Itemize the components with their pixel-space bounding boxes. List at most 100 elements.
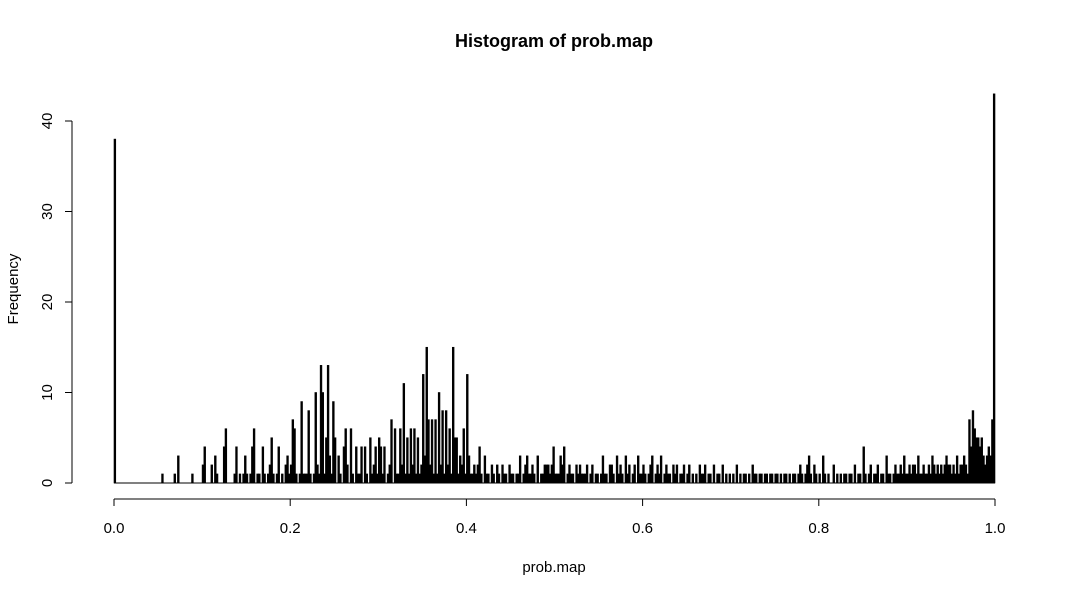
histogram-bar (113, 138, 117, 484)
histogram-bar (823, 473, 827, 484)
histogram-bar (261, 446, 265, 484)
histogram-bar (859, 473, 862, 484)
histogram-bar (177, 455, 180, 484)
y-axis: 0 10 20 30 40 (39, 113, 73, 487)
histogram-bar (633, 464, 636, 484)
histogram-bar (467, 455, 471, 484)
histogram-bar (328, 455, 332, 484)
histogram-bar (483, 455, 487, 484)
histogram-bar (346, 464, 349, 484)
histogram-bar (536, 455, 539, 484)
histogram-bar (244, 455, 247, 484)
histogram-bar (624, 455, 628, 484)
histogram-bar (355, 446, 358, 484)
histogram-bar (504, 473, 508, 484)
histogram-bar (788, 473, 791, 484)
histogram-bar (293, 428, 296, 484)
histogram-bar (832, 464, 835, 484)
histogram-bar (728, 473, 732, 484)
histogram-bar (270, 437, 273, 484)
histogram-bar (853, 464, 857, 484)
y-tick-label: 10 (39, 384, 56, 401)
histogram-bar (409, 428, 413, 484)
histogram-bar (818, 473, 821, 484)
histogram-bar (383, 446, 386, 484)
histogram-bar (785, 473, 788, 484)
histogram-bar (451, 346, 455, 484)
histogram-bar (300, 401, 303, 484)
histogram-bar (497, 473, 501, 484)
histogram-bar (903, 455, 906, 484)
histogram-bar (379, 446, 383, 484)
histogram-bar (688, 464, 691, 484)
histogram-bar (215, 473, 219, 484)
histogram-bar (374, 446, 377, 484)
histogram-bar (326, 365, 330, 484)
y-axis-label: Frequency (5, 253, 22, 324)
histogram-bar (876, 464, 880, 484)
x-tick-label: 0.6 (632, 520, 653, 537)
histogram-bar (480, 473, 483, 484)
histogram-bar (307, 410, 310, 484)
histogram-bar (739, 473, 742, 484)
x-tick-label: 0.2 (280, 520, 301, 537)
x-tick-label: 0.8 (808, 520, 829, 537)
histogram-bar (344, 428, 347, 484)
histogram-bar (224, 428, 228, 484)
histogram-bar (596, 473, 599, 484)
histogram-bar (862, 446, 865, 484)
x-axis: 0.0 0.2 0.4 0.6 0.8 1.0 (104, 498, 1005, 537)
histogram-bar (277, 446, 280, 484)
histogram-bar (793, 473, 797, 484)
histogram-bar (850, 473, 853, 484)
histogram-bar (637, 455, 640, 484)
histogram-bar (281, 473, 284, 484)
histogram-bar (295, 473, 298, 484)
histogram-bar (809, 473, 813, 484)
histogram-bar (339, 473, 342, 484)
histogram-bar (272, 473, 275, 484)
histogram-bar (779, 473, 783, 484)
histogram-bar (827, 473, 830, 484)
histogram-bar (478, 446, 481, 484)
histogram-bar (526, 455, 529, 484)
histogram-bar (844, 473, 848, 484)
histogram-bar (393, 428, 397, 484)
histogram-bar (612, 473, 615, 484)
histogram-bar (235, 446, 238, 484)
histogram-bar (691, 473, 695, 484)
histogram-bar (416, 437, 420, 484)
histogram-bar (314, 392, 317, 484)
histogram-bar (735, 464, 739, 484)
histogram-bar (836, 473, 839, 484)
histogram-bar (765, 473, 769, 484)
histogram-bar (770, 473, 774, 484)
histogram-bar (487, 473, 490, 484)
histogram-bar (712, 464, 716, 484)
histogram-bar (955, 455, 959, 484)
histogram-bar (839, 473, 843, 484)
histogram-bar (399, 428, 402, 484)
histogram-bar (203, 446, 206, 484)
histogram-bar (492, 473, 495, 484)
histogram-bar (869, 464, 872, 484)
histogram-bar (413, 428, 416, 484)
histogram-bar (422, 374, 425, 484)
histogram-bar (402, 383, 406, 484)
histogram-bar (721, 464, 724, 484)
histogram-bar (748, 473, 751, 484)
histogram-bar (755, 473, 758, 484)
y-tick-label: 0 (39, 479, 56, 487)
histogram-bar (444, 410, 448, 484)
histogram-bar (725, 473, 728, 484)
histogram-bar (709, 473, 712, 484)
histogram-bar (675, 464, 679, 484)
histogram-bar (462, 428, 465, 484)
histogram-bar (161, 473, 164, 484)
histogram-bar (585, 464, 589, 484)
histogram-bar (814, 473, 818, 484)
histogram-bar (252, 428, 256, 484)
histogram-bar (718, 473, 721, 484)
